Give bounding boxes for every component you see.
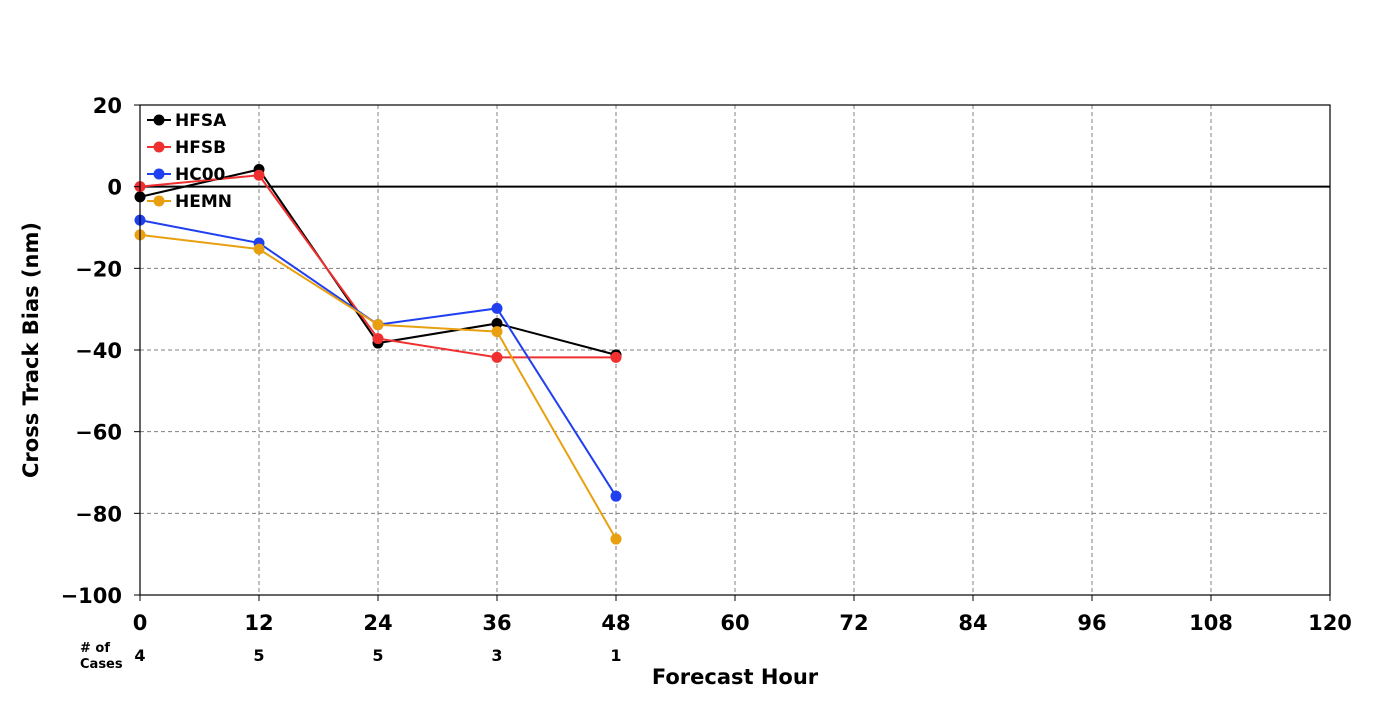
- legend-marker: [153, 195, 165, 207]
- case-count: 5: [372, 646, 383, 665]
- data-point: [610, 490, 622, 502]
- y-tick-label: 20: [93, 94, 122, 118]
- legend-label: HFSB: [175, 138, 226, 158]
- legend-marker: [153, 168, 165, 180]
- x-tick-label: 60: [720, 611, 749, 635]
- data-point: [372, 333, 384, 345]
- data-point: [491, 351, 503, 363]
- x-tick-label: 120: [1308, 611, 1352, 635]
- legend-label: HC00: [175, 165, 226, 185]
- legend-item-hemn[interactable]: HEMN: [147, 192, 232, 212]
- data-point: [253, 243, 265, 255]
- case-count: 4: [134, 646, 145, 665]
- data-point: [491, 317, 503, 329]
- y-tick-label: −100: [61, 584, 122, 608]
- legend-item-hfsb[interactable]: HFSB: [147, 138, 226, 158]
- data-point: [491, 326, 503, 338]
- x-tick-label: 108: [1189, 611, 1233, 635]
- x-tick-label: 0: [133, 611, 148, 635]
- y-tick-label: −20: [75, 257, 122, 281]
- x-tick-label: 48: [601, 611, 630, 635]
- case-count: 5: [253, 646, 264, 665]
- legend-item-hfsa[interactable]: HFSA: [147, 111, 227, 131]
- data-point: [610, 533, 622, 545]
- x-tick-label: 96: [1077, 611, 1106, 635]
- data-point: [372, 319, 384, 331]
- data-point: [491, 302, 503, 314]
- y-tick-label: −80: [75, 502, 122, 526]
- series-group: [134, 164, 622, 545]
- x-axis-ticks: 0 12 24 36 48 60 72 84 96 108 120: [133, 595, 1352, 635]
- legend-marker: [153, 114, 165, 126]
- case-count: 1: [610, 646, 621, 665]
- y-tick-label: −60: [75, 421, 122, 445]
- x-tick-label: 84: [958, 611, 987, 635]
- cases-label-line1: # of: [80, 641, 110, 656]
- cases-row: # of Cases 4 5 5 3 1: [80, 641, 622, 672]
- legend-marker: [153, 141, 165, 153]
- x-tick-label: 36: [482, 611, 511, 635]
- legend-label: HFSA: [175, 111, 227, 131]
- legend[interactable]: HFSA HFSB HC00 HEMN: [147, 111, 232, 212]
- y-axis-label: Cross Track Bias (nm): [19, 222, 43, 478]
- y-tick-label: −40: [75, 339, 122, 363]
- case-count: 3: [491, 646, 502, 665]
- x-axis-label: Forecast Hour: [652, 665, 819, 689]
- legend-label: HEMN: [175, 192, 232, 212]
- x-tick-label: 24: [363, 611, 392, 635]
- data-point: [253, 169, 265, 181]
- grid: [140, 105, 1330, 595]
- y-tick-label: 0: [107, 176, 122, 200]
- x-tick-label: 12: [244, 611, 273, 635]
- y-axis-ticks: 20 0 −20 −40 −60 −80 −100: [61, 94, 140, 608]
- x-tick-label: 72: [839, 611, 868, 635]
- legend-item-hc00[interactable]: HC00: [147, 165, 226, 185]
- cases-label-line2: Cases: [80, 657, 123, 672]
- data-point: [610, 351, 622, 363]
